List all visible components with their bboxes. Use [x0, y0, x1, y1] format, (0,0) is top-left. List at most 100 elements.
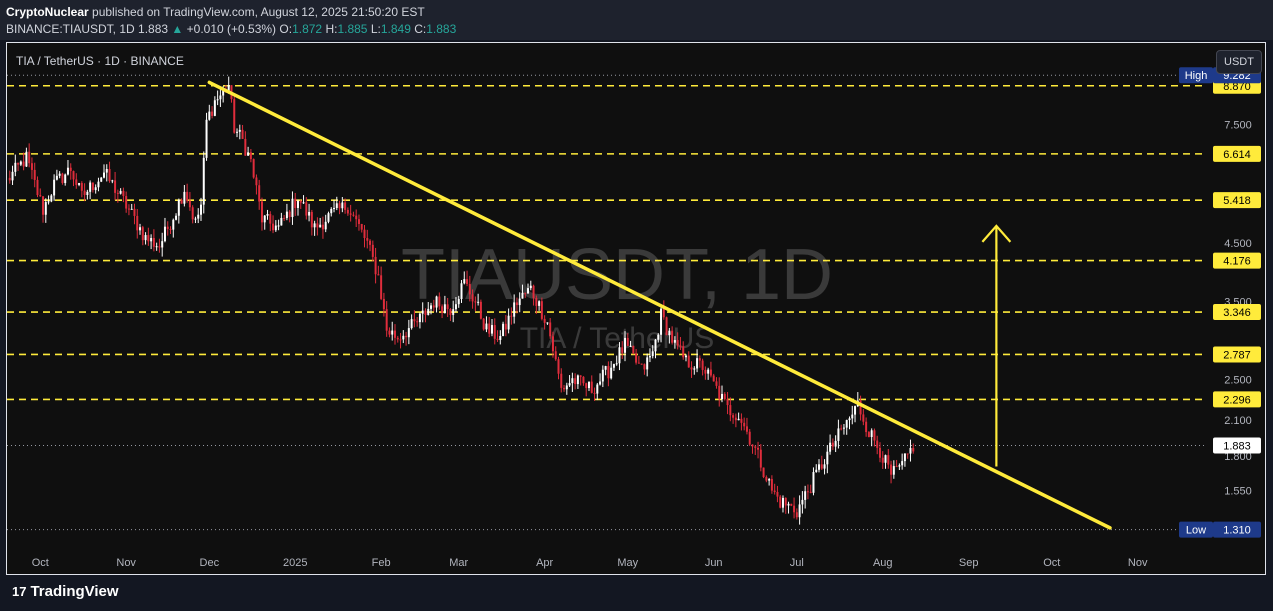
candle-body [734, 417, 737, 421]
candle [798, 495, 801, 525]
candle [255, 174, 258, 195]
candle [454, 297, 457, 313]
candle [859, 395, 862, 421]
candle [335, 196, 338, 211]
candle-body [466, 279, 469, 284]
candle [122, 187, 125, 203]
candle [177, 198, 180, 224]
candle-body [629, 345, 632, 347]
target-arrow[interactable] [981, 224, 1012, 467]
candle-body [327, 213, 330, 222]
candle [596, 382, 599, 401]
candle-body [133, 208, 136, 216]
candle [909, 439, 912, 462]
candle [172, 218, 175, 238]
candle-body [560, 373, 563, 388]
candle-body [479, 301, 482, 319]
candle-body [604, 366, 607, 370]
candle [460, 280, 463, 303]
candle [288, 209, 291, 223]
candle-body [499, 336, 502, 340]
candle [310, 209, 313, 236]
currency-button[interactable]: USDT [1216, 50, 1262, 74]
candle-body [912, 447, 915, 452]
candle-body [208, 111, 211, 120]
high-label: H: [325, 22, 338, 36]
candle [829, 434, 832, 455]
candle-body [490, 325, 493, 334]
candle-body [721, 393, 724, 400]
candle-body [474, 301, 477, 303]
candle-body [554, 351, 557, 360]
candle-body [177, 199, 180, 216]
candle-body [97, 181, 100, 188]
candle-body [576, 375, 579, 385]
candle-body [274, 225, 277, 231]
open-value: 1.872 [292, 22, 323, 36]
publish-header: CryptoNuclear published on TradingView.c… [0, 0, 1273, 40]
tradingview-logo[interactable]: 17 TradingView [12, 583, 119, 600]
candle-body [432, 305, 435, 308]
candle [8, 170, 11, 184]
candle [111, 179, 114, 184]
candle [493, 318, 496, 345]
candle-body [831, 442, 834, 447]
candle [449, 307, 452, 321]
candle [14, 154, 17, 177]
candle [147, 227, 150, 246]
candle [457, 295, 460, 308]
candle-body [199, 204, 202, 215]
candle [585, 382, 588, 397]
candle-body [507, 315, 510, 330]
candle-body [762, 467, 765, 478]
candle [241, 124, 244, 139]
candle-body [809, 491, 812, 493]
candle [779, 494, 782, 509]
candle-body [169, 228, 172, 230]
time-axis[interactable]: Oct Nov Dec 2025 Feb Mar Apr May Jun Jul Aug Sep Oct… [32, 557, 1148, 569]
candle-body [111, 180, 114, 182]
candle-body [443, 304, 446, 314]
candle [604, 365, 607, 376]
price-axis[interactable]: 7.5004.5003.5002.8002.5002.1001.8001.550… [1179, 67, 1261, 538]
candle-body [504, 323, 507, 330]
candle-body [574, 378, 577, 385]
candle-body [285, 211, 288, 219]
candle [424, 308, 427, 323]
candle [502, 321, 505, 337]
candle-body [607, 366, 610, 379]
candle-body [252, 159, 255, 178]
candle [892, 460, 895, 479]
candle-body [369, 240, 372, 245]
candle [42, 196, 45, 223]
candle-body [19, 161, 22, 165]
candle-body [233, 99, 236, 133]
candle [831, 438, 834, 451]
publisher-name[interactable]: CryptoNuclear [6, 5, 89, 19]
candle-body [881, 457, 884, 463]
candle-body [538, 301, 541, 306]
trendline[interactable] [207, 80, 1112, 530]
candle-body [690, 367, 693, 370]
candle-body [615, 363, 618, 365]
candle [684, 354, 687, 362]
candle [349, 204, 352, 222]
candle-body [842, 427, 845, 429]
candle [396, 335, 399, 343]
candle [568, 375, 571, 388]
candle-body [521, 292, 524, 299]
candle-body [707, 369, 710, 374]
candle [202, 151, 205, 214]
candle-body [834, 440, 837, 447]
candle-body [829, 442, 832, 452]
candle [657, 333, 660, 343]
candle-body [784, 497, 787, 506]
candle-body [172, 219, 175, 230]
candle [590, 375, 593, 394]
candle [194, 216, 197, 224]
candle-body [679, 345, 682, 347]
candle-body [72, 171, 75, 180]
candle-body [211, 111, 214, 116]
candle-body [837, 428, 840, 441]
